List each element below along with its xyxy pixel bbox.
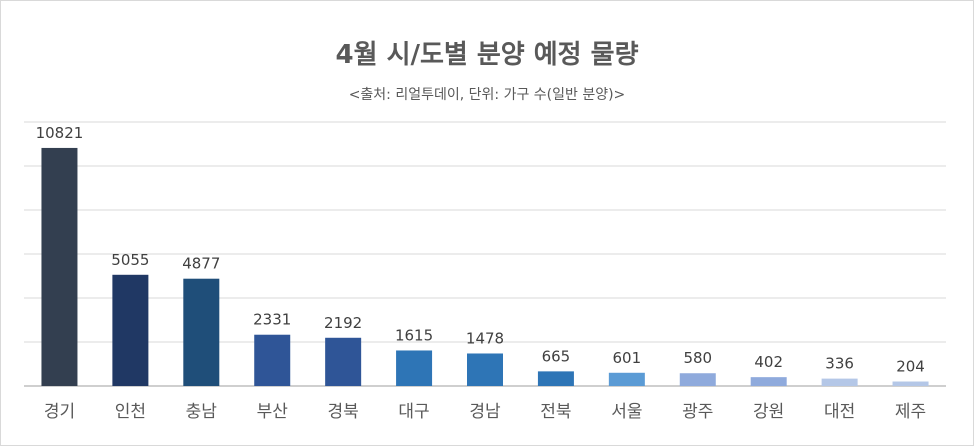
- x-tick-label: 제주: [895, 402, 926, 422]
- data-label: 1615: [395, 326, 433, 344]
- data-label: 665: [542, 347, 571, 365]
- x-tick-label: 부산: [257, 402, 289, 422]
- data-label: 204: [896, 358, 925, 376]
- bar-강원: [750, 377, 787, 386]
- data-label: 10821: [36, 124, 84, 142]
- bar-경북: [325, 337, 362, 386]
- data-label: 580: [683, 349, 712, 367]
- data-label: 2331: [253, 311, 291, 329]
- x-tick-label: 인천: [115, 402, 146, 422]
- data-label: 4877: [182, 255, 220, 273]
- x-tick-label: 대구: [398, 402, 429, 422]
- data-label: 2192: [324, 314, 362, 332]
- chart-subtitle: <출처: 리얼투데이, 단위: 가구 수(일반 분양)>: [348, 87, 626, 103]
- x-tick-label: 서울: [611, 402, 642, 422]
- bar-부산: [254, 334, 291, 386]
- bar-서울: [608, 372, 645, 386]
- bar-인천: [112, 274, 149, 386]
- data-label: 336: [825, 355, 854, 373]
- data-label: 402: [754, 353, 783, 371]
- bar-전북: [537, 371, 574, 386]
- x-tick-label: 충남: [186, 402, 218, 422]
- chart-title: 4월 시/도별 분양 예정 물량: [335, 40, 639, 70]
- x-tick-label: 강원: [753, 402, 784, 422]
- x-tick-label: 광주: [682, 402, 713, 422]
- x-tick-label: 경기: [44, 402, 75, 422]
- data-label: 601: [613, 349, 642, 367]
- bar-대구: [396, 350, 433, 386]
- x-tick-label: 대전: [824, 402, 855, 422]
- bar-대전: [821, 378, 858, 386]
- x-tick-label: 전북: [540, 402, 571, 422]
- bar-경기: [41, 147, 78, 386]
- x-tick-label: 경북: [328, 402, 359, 422]
- bar-충남: [183, 278, 220, 386]
- data-label: 5055: [111, 251, 149, 269]
- bar-경남: [467, 353, 503, 386]
- data-label: 1478: [466, 329, 504, 347]
- x-tick-label: 경남: [469, 402, 501, 422]
- bar-광주: [679, 373, 716, 386]
- bar-제주: [892, 381, 929, 386]
